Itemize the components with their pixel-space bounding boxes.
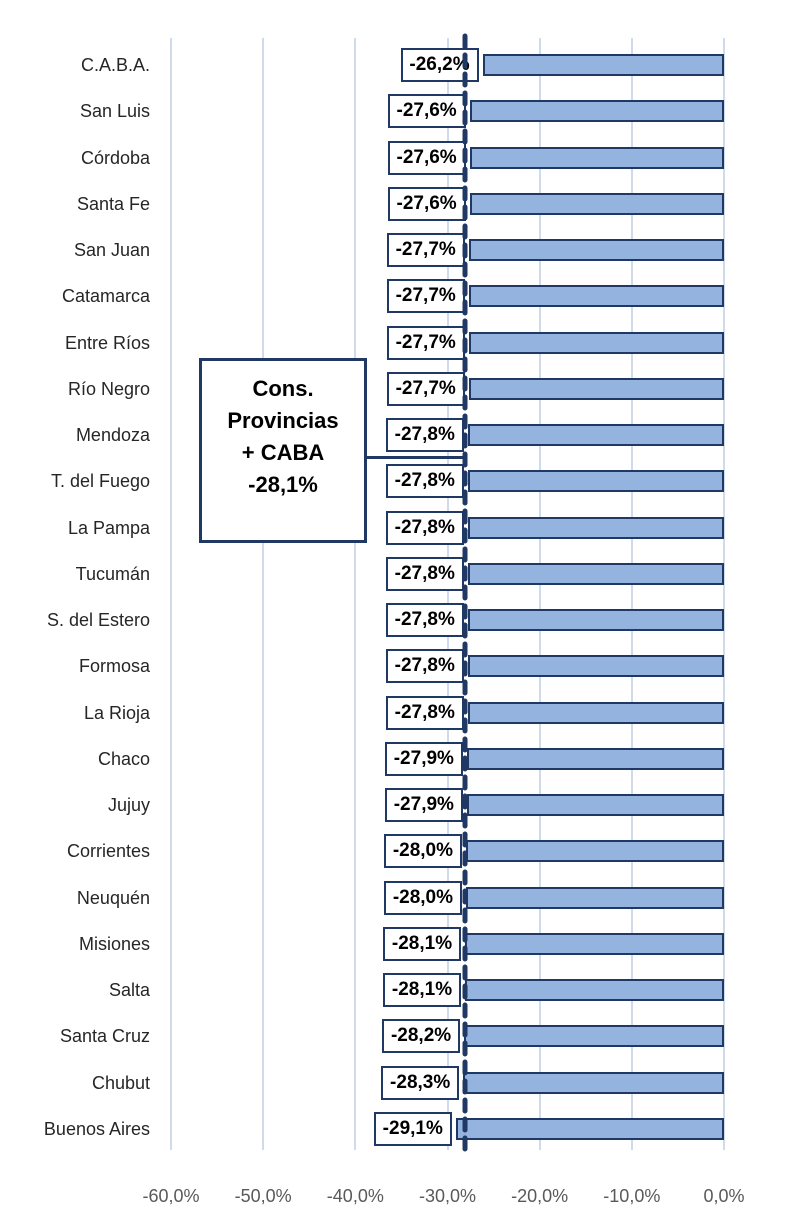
value-label: -27,7% [386, 325, 465, 360]
bar [468, 239, 724, 262]
value-label: -28,1% [383, 926, 461, 961]
category-label: T. del Fuego [50, 471, 150, 492]
gridline--10,0% [630, 38, 633, 1150]
gridline--30,0% [446, 38, 449, 1150]
category-label: Chaco [97, 748, 150, 769]
gridline-0,0% [723, 38, 725, 1150]
bar [466, 794, 724, 817]
category-label: Tucumán [75, 563, 150, 584]
x-axis-tick-label: -40,0% [326, 1186, 384, 1206]
bar [467, 562, 724, 585]
value-label: -27,9% [384, 741, 463, 776]
bar [468, 285, 724, 308]
bar [465, 932, 724, 955]
bar [467, 516, 724, 539]
bar [469, 192, 724, 215]
value-label: -27,6% [387, 186, 466, 221]
annotation-connector-line [367, 456, 465, 459]
value-label: -29,1% [373, 1111, 452, 1146]
category-label: Río Negro [67, 378, 150, 399]
annotation-box: Cons. Provincias + CABA -28,1% [199, 358, 367, 543]
x-axis-tick-label: -20,0% [511, 1186, 569, 1206]
x-axis-tick-label: -60,0% [142, 1186, 200, 1206]
value-label: -28,3% [381, 1065, 460, 1100]
category-label: Entre Ríos [64, 332, 150, 353]
value-label: -27,6% [387, 140, 466, 175]
category-label: Corrientes [66, 841, 150, 862]
category-label: La Rioja [83, 702, 150, 723]
category-label: Misiones [78, 933, 150, 954]
value-label: -27,8% [385, 464, 464, 499]
bar [467, 424, 724, 447]
category-label: Mendoza [75, 425, 150, 446]
category-label: C.A.B.A. [80, 55, 150, 76]
category-label: Santa Cruz [59, 1026, 150, 1047]
category-label: San Juan [73, 240, 150, 261]
value-label: -27,8% [385, 556, 464, 591]
value-label: -26,2% [400, 48, 479, 83]
category-label: Catamarca [61, 286, 150, 307]
bar [467, 701, 724, 724]
category-label: San Luis [79, 101, 150, 122]
bar [482, 54, 724, 77]
category-label: Formosa [78, 656, 150, 677]
gridline--40,0% [354, 38, 357, 1150]
category-label: Jujuy [107, 795, 150, 816]
bar [469, 146, 724, 169]
category-label: Salta [108, 980, 150, 1001]
value-label: -28,0% [383, 880, 462, 915]
bar [468, 331, 724, 354]
category-label: Neuquén [76, 887, 150, 908]
category-label: Santa Fe [76, 193, 150, 214]
bar [465, 840, 724, 863]
gridline--60,0% [170, 38, 172, 1150]
value-label: -27,7% [386, 233, 465, 268]
x-axis-tick-label: -30,0% [418, 1186, 477, 1206]
category-label: Buenos Aires [43, 1118, 150, 1139]
value-label: -28,0% [383, 834, 462, 869]
value-label: -27,6% [387, 94, 466, 129]
category-label: La Pampa [67, 517, 150, 538]
x-axis-tick-label: 0,0% [703, 1186, 745, 1206]
value-label: -27,7% [386, 279, 465, 314]
value-label: -28,1% [383, 973, 461, 1008]
category-label: Córdoba [80, 147, 150, 168]
value-label: -27,9% [384, 788, 463, 823]
x-axis-tick-label: -50,0% [234, 1186, 292, 1206]
bar [465, 979, 724, 1002]
bar [468, 377, 724, 400]
value-label: -27,8% [385, 603, 464, 638]
bar [464, 1025, 724, 1048]
value-label: -27,8% [385, 649, 464, 684]
value-label: -27,8% [385, 418, 464, 453]
bar [467, 609, 724, 632]
gridline--20,0% [538, 38, 541, 1150]
value-label: -28,2% [382, 1019, 461, 1054]
bar [467, 470, 724, 493]
bar [467, 655, 724, 678]
category-label: S. del Estero [46, 610, 150, 631]
value-label: -27,7% [386, 371, 465, 406]
bar [469, 100, 724, 123]
bar [455, 1117, 724, 1140]
bar [463, 1071, 724, 1094]
category-label: Chubut [91, 1072, 150, 1093]
bar [466, 747, 724, 770]
gridline--50,0% [262, 38, 265, 1150]
x-axis-tick-label: -10,0% [603, 1186, 661, 1206]
bar [465, 886, 724, 909]
value-label: -27,8% [385, 695, 464, 730]
value-label: -27,8% [385, 510, 464, 545]
